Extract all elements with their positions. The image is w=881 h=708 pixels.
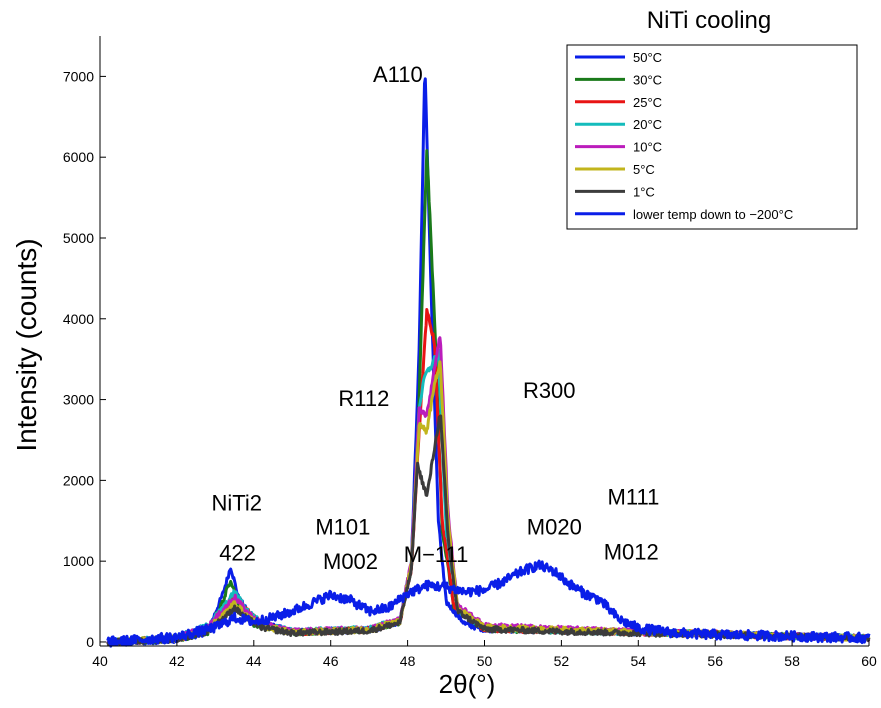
series-line-7	[106, 559, 871, 648]
ticks-layer: 40 42 44 46 48 50 52 54 56 58 60 0 1000 2000 3000 4000 5…	[63, 68, 877, 669]
peak-annotation: M101	[315, 515, 370, 540]
x-axis-label: 2θ(°)	[439, 669, 496, 699]
y-tick-label: 2000	[63, 472, 94, 488]
y-axis-label: Intensity (counts)	[11, 238, 42, 451]
y-tick-label: 3000	[63, 392, 94, 408]
x-tick-label: 40	[92, 653, 108, 669]
x-tick-label: 60	[861, 653, 877, 669]
peak-annotation: M−111	[404, 542, 469, 567]
legend-label: 25°C	[633, 95, 662, 110]
x-tick-label: 44	[246, 653, 262, 669]
peak-annotation: NiTi2	[212, 490, 263, 515]
legend-label: 1°C	[633, 184, 655, 199]
legend: 50°C 30°C 25°C 20°C 10°C 5°C 1°C lower temp dow…	[566, 44, 858, 230]
peak-annotation: A110	[373, 62, 423, 87]
y-tick-label: 6000	[63, 149, 94, 165]
y-tick-label: 4000	[63, 311, 94, 327]
peak-annotation: R300	[523, 378, 576, 403]
peak-annotation: R112	[338, 386, 389, 411]
legend-label: lower temp down to −200°C	[633, 207, 793, 222]
legend-label: 5°C	[633, 162, 655, 177]
peak-annotation: M020	[527, 515, 582, 540]
x-tick-label: 52	[554, 653, 570, 669]
chart-title: NiTi cooling	[647, 7, 772, 34]
series-layer	[106, 77, 871, 648]
legend-label: 10°C	[633, 140, 662, 155]
peak-annotation: 422	[219, 540, 256, 565]
x-tick-label: 46	[323, 653, 339, 669]
legend-box	[566, 44, 858, 230]
x-tick-label: 50	[477, 653, 493, 669]
x-tick-label: 42	[169, 653, 185, 669]
peak-annotation: M002	[323, 549, 378, 574]
y-tick-label: 7000	[63, 68, 94, 84]
x-tick-label: 58	[784, 653, 800, 669]
peak-annotation: M111	[608, 485, 660, 510]
legend-label: 30°C	[633, 72, 662, 87]
x-tick-label: 56	[707, 653, 723, 669]
y-tick-label: 5000	[63, 230, 94, 246]
x-tick-label: 48	[400, 653, 416, 669]
annotation-layer: A110 R112 R300 NiTi2 422 M101 M002 M−111 M020 M11…	[212, 62, 660, 574]
y-tick-label: 0	[86, 634, 94, 650]
x-tick-label: 54	[631, 653, 647, 669]
y-tick-label: 1000	[63, 553, 94, 569]
legend-label: 20°C	[633, 117, 662, 132]
legend-label: 50°C	[633, 50, 662, 65]
peak-annotation: M012	[604, 540, 659, 565]
